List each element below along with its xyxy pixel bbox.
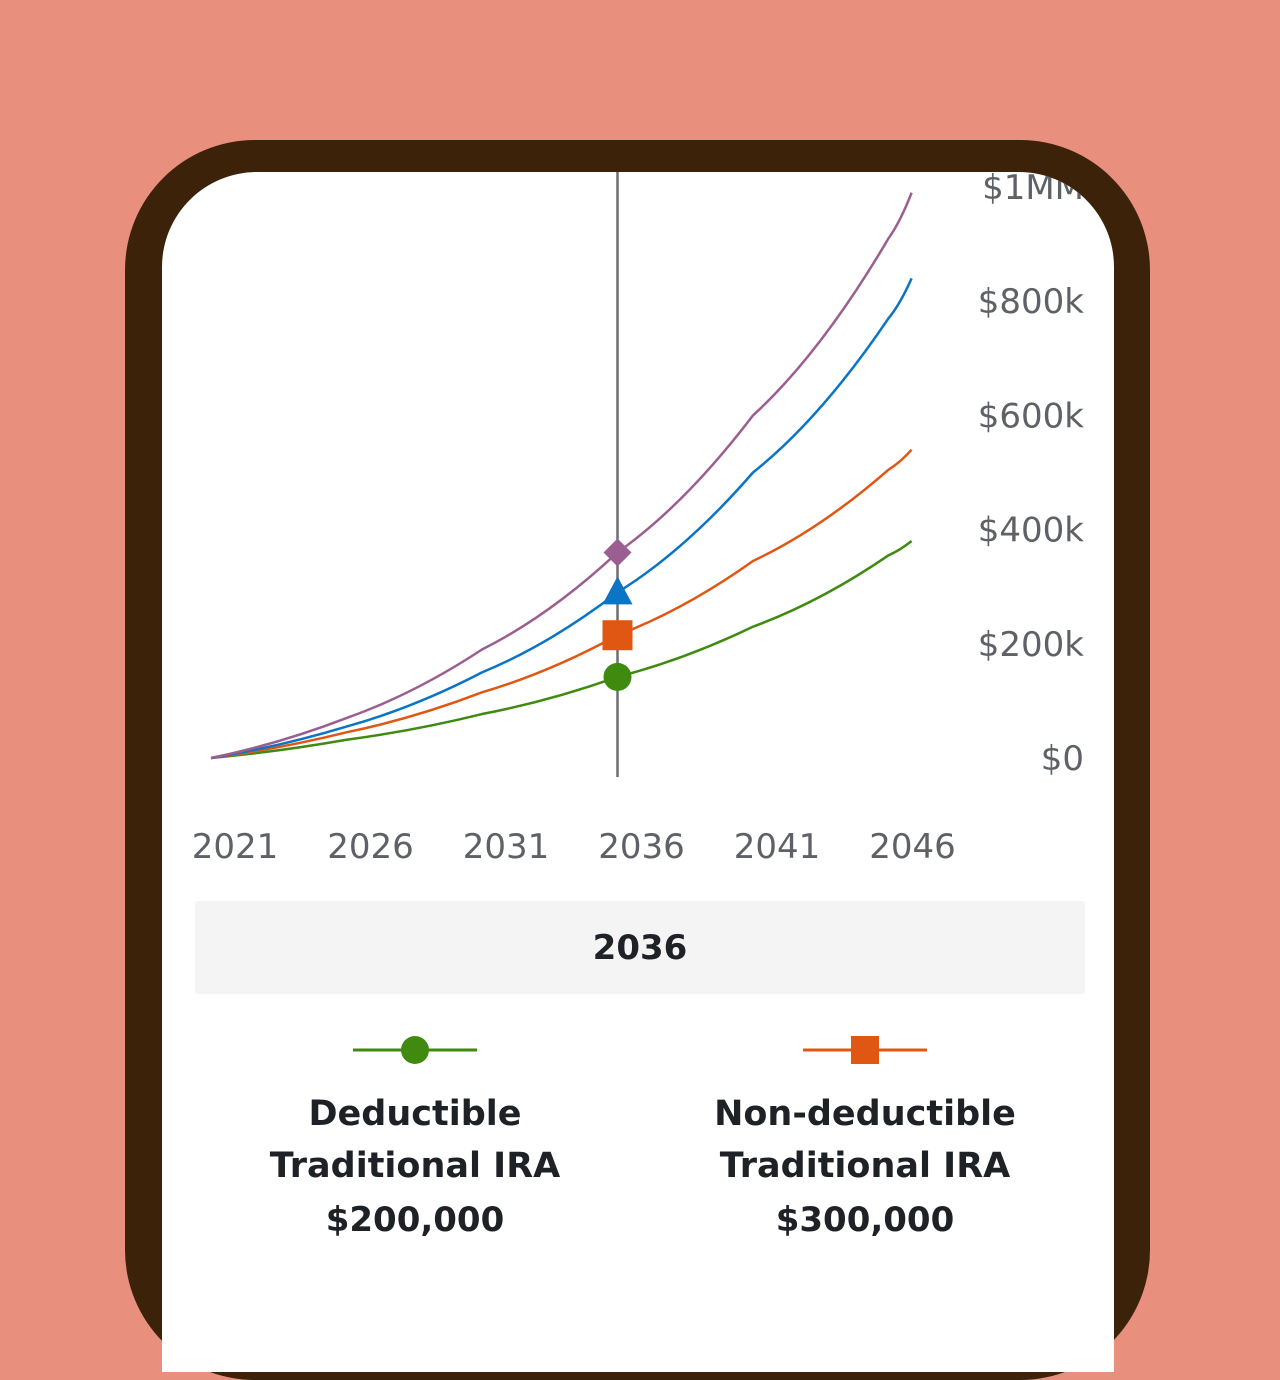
- selected-year-bar: 2036: [195, 901, 1085, 994]
- legend-item-non-deductible: Non-deductible Traditional IRA $300,000: [655, 1030, 1075, 1240]
- square-icon: [803, 1036, 927, 1064]
- series-line-4: [210, 192, 913, 760]
- y-tick-label: $200k: [978, 625, 1085, 665]
- x-tick-label: 2041: [734, 827, 821, 867]
- triangle-marker: [602, 576, 633, 605]
- x-tick-label: 2036: [598, 827, 685, 867]
- circle-marker: [603, 662, 632, 691]
- y-tick-label: $0: [1041, 739, 1084, 779]
- legend-value: $200,000: [325, 1200, 505, 1240]
- x-tick-label: 2021: [192, 827, 279, 867]
- y-tick-label: $1MM: [982, 172, 1084, 208]
- legend-item-deductible: Deductible Traditional IRA $200,000: [205, 1030, 625, 1240]
- x-tick-label: 2046: [869, 827, 956, 867]
- y-tick-label: $400k: [978, 511, 1085, 551]
- legend-label-line2: Traditional IRA: [269, 1146, 561, 1186]
- square-marker: [602, 620, 633, 651]
- legend-label-line2: Traditional IRA: [719, 1146, 1011, 1186]
- legend-value: $300,000: [775, 1200, 955, 1240]
- x-tick-label: 2026: [327, 827, 414, 867]
- y-tick-label: $800k: [978, 282, 1085, 322]
- selected-year: 2036: [592, 927, 688, 968]
- legend-label-line1: Non-deductible: [714, 1094, 1016, 1134]
- diamond-marker: [603, 538, 632, 567]
- x-tick-label: 2031: [463, 827, 550, 867]
- y-tick-label: $600k: [978, 396, 1085, 436]
- legend-label-line1: Deductible: [308, 1094, 522, 1134]
- phone-screen: $0 $200k $400k $600k $800k $1MM 2021 2026 2031 20…: [162, 172, 1114, 1372]
- growth-line-chart[interactable]: $0 $200k $400k $600k $800k $1MM 2021 2026 2031 20…: [162, 172, 1114, 892]
- circle-icon: [353, 1036, 477, 1064]
- legend-label: Deductible Traditional IRA: [205, 1088, 625, 1192]
- series-line-1: [210, 540, 913, 760]
- legend-label: Non-deductible Traditional IRA: [655, 1088, 1075, 1192]
- series-line-3: [210, 277, 913, 760]
